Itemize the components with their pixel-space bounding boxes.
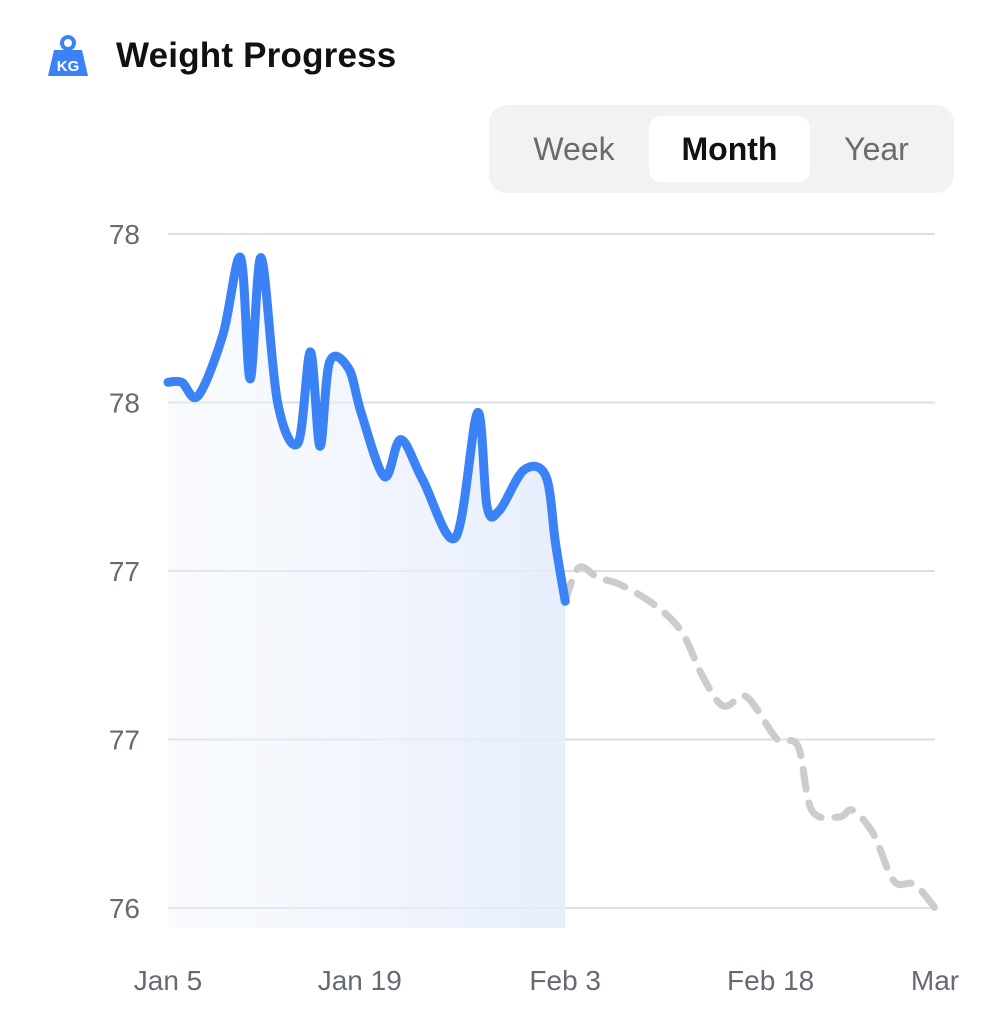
y-tick-label: 78 bbox=[109, 388, 140, 419]
page-title: Weight Progress bbox=[116, 36, 397, 75]
x-tick-label: Feb 3 bbox=[529, 965, 601, 996]
x-tick-label: Jan 19 bbox=[318, 965, 402, 996]
actual-weight-line bbox=[163, 252, 570, 606]
x-tick-label: Mar bbox=[911, 965, 959, 996]
kg-weight-icon: KG bbox=[48, 35, 88, 76]
y-tick-label: 77 bbox=[109, 725, 140, 756]
x-tick-label: Jan 5 bbox=[134, 965, 203, 996]
range-year-button[interactable]: Year bbox=[844, 130, 909, 167]
time-range-selector: Week Month Year bbox=[489, 105, 954, 193]
projected-weight-line bbox=[561, 563, 939, 912]
card-header: KG Weight Progress bbox=[46, 34, 396, 78]
actual-weight-area bbox=[168, 257, 566, 928]
y-tick-label: 76 bbox=[109, 893, 140, 924]
range-week-button[interactable]: Week bbox=[533, 130, 615, 167]
kg-icon-text: KG bbox=[57, 58, 80, 75]
y-tick-label: 77 bbox=[109, 556, 140, 587]
range-month-button[interactable]: Month bbox=[649, 116, 810, 182]
y-tick-label: 78 bbox=[109, 219, 140, 250]
x-tick-label: Feb 18 bbox=[727, 965, 814, 996]
